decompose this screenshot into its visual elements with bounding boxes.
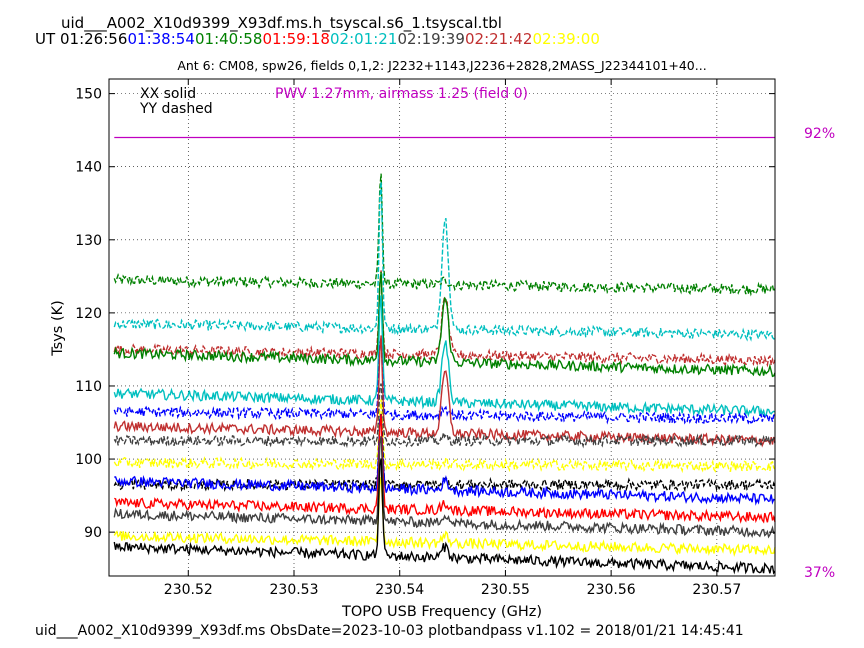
series-line-11 — [114, 414, 776, 524]
y-tick-label: 140 — [75, 160, 102, 176]
ut-times: 01:26:56 01:38:54 01:40:58 01:59:18 02:01:21… — [60, 30, 600, 48]
x-tick-label: 230.54 — [375, 582, 424, 598]
series-line-7 — [113, 383, 776, 449]
y-tick-label: 150 — [75, 87, 102, 103]
ut-label: UT — [35, 30, 56, 48]
ut-time-0: 01:26:56 — [60, 30, 127, 48]
ut-time-5: 02:19:39 — [398, 30, 465, 48]
series-line-9 — [113, 413, 776, 493]
x-tick-label: 230.53 — [270, 582, 319, 598]
x-tick-label: 230.52 — [164, 582, 213, 598]
y-tick-label: 90 — [84, 525, 102, 541]
series-line-0 — [113, 173, 776, 297]
x-tick-label: 230.55 — [481, 582, 530, 598]
x-axis-label: TOPO USB Frequency (GHz) — [341, 604, 542, 620]
series-line-1 — [113, 181, 776, 342]
series-lines — [113, 173, 776, 575]
x-tick-label: 230.56 — [587, 582, 636, 598]
plot-frame — [108, 78, 776, 577]
y-tick-label: 120 — [75, 306, 102, 322]
series-line-4 — [113, 295, 776, 418]
series-line-14 — [113, 458, 776, 575]
series-line-6 — [113, 335, 776, 448]
y-tick-label: 100 — [75, 452, 102, 468]
ut-time-1: 01:38:54 — [128, 30, 195, 48]
series-line-13 — [113, 476, 776, 558]
y-axis-label: Tsys (K) — [50, 300, 66, 357]
atm-bottom-label: 37% — [804, 565, 835, 581]
series-line-12 — [113, 436, 776, 539]
pwv-annotation: PWV 1.27mm, airmass 1.25 (field 0) — [275, 86, 528, 102]
legend-yy: YY dashed — [139, 101, 213, 117]
series-line-5 — [113, 337, 776, 425]
y-tick-label: 110 — [75, 379, 102, 395]
y-tick-label: 130 — [75, 233, 102, 249]
ut-time-3: 01:59:18 — [263, 30, 330, 48]
axis-ticks: 230.52 230.53 230.54 230.55 230.56 230.57 90 10… — [75, 79, 775, 598]
series-line-10 — [114, 414, 776, 506]
series-line-3 — [113, 271, 776, 378]
filename-title: uid___A002_X10d9399_X93df.ms.h_tsyscal.s… — [61, 14, 502, 33]
ut-time-4: 02:01:21 — [330, 30, 397, 48]
series-line-2 — [113, 270, 776, 368]
series-line-8 — [113, 399, 776, 474]
x-tick-label: 230.57 — [692, 582, 741, 598]
ut-time-2: 01:40:58 — [195, 30, 262, 48]
legend-xx: XX solid — [140, 86, 196, 102]
atm-top-label: 92% — [804, 126, 835, 142]
footer-text: uid___A002_X10d9399_X93df.ms ObsDate=202… — [35, 623, 744, 639]
chart-title: Ant 6: CM08, spw26, fields 0,1,2: J2232+… — [177, 58, 706, 73]
ut-time-7: 02:39:00 — [533, 30, 600, 48]
ut-time-6: 02:21:42 — [465, 30, 532, 48]
